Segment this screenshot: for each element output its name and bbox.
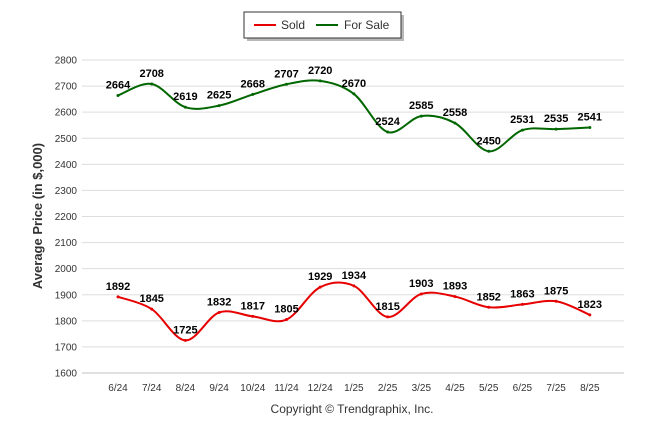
y-tick-label: 2100 <box>55 238 78 249</box>
data-point-for-sale <box>520 128 524 132</box>
x-tick-label: 4/25 <box>445 383 465 394</box>
data-label-sold: 1725 <box>173 324 197 336</box>
data-point-for-sale <box>251 92 255 96</box>
data-label-sold: 1893 <box>443 281 467 293</box>
data-point-for-sale <box>487 149 491 153</box>
data-label-sold: 1815 <box>375 301 399 313</box>
y-tick-label: 2800 <box>55 56 78 67</box>
data-label-sold: 1903 <box>409 278 433 290</box>
data-label-for-sale: 2664 <box>106 79 131 91</box>
data-point-sold <box>520 302 524 306</box>
y-tick-label: 1700 <box>55 342 78 353</box>
data-point-for-sale <box>588 126 592 130</box>
data-point-sold <box>116 295 120 299</box>
data-point-for-sale <box>116 93 120 97</box>
data-point-sold <box>419 292 423 296</box>
data-label-for-sale: 2585 <box>409 100 433 112</box>
y-tick-label: 2000 <box>55 264 78 275</box>
data-point-sold <box>588 313 592 317</box>
y-tick-label: 2400 <box>55 160 78 171</box>
data-label-for-sale: 2707 <box>274 68 298 80</box>
x-tick-label: 7/25 <box>546 383 566 394</box>
y-tick-label: 1900 <box>55 290 78 301</box>
data-point-sold <box>217 310 221 314</box>
data-point-sold <box>554 299 558 303</box>
data-label-for-sale: 2531 <box>510 114 534 126</box>
y-tick-label: 1600 <box>55 369 78 380</box>
data-label-sold: 1929 <box>308 271 332 283</box>
x-tick-label: 5/25 <box>479 383 499 394</box>
data-label-for-sale: 2558 <box>443 107 467 119</box>
data-point-sold <box>285 318 288 322</box>
data-label-sold: 1863 <box>510 288 534 300</box>
data-point-sold <box>251 314 255 318</box>
data-label-sold: 1805 <box>274 304 298 316</box>
data-point-sold <box>453 295 457 299</box>
legend: Sold For Sale <box>243 11 404 41</box>
y-tick-label: 2300 <box>55 186 78 197</box>
data-point-for-sale <box>386 130 390 134</box>
data-point-for-sale <box>183 105 187 109</box>
x-tick-label: 8/25 <box>580 383 600 394</box>
data-label-for-sale: 2619 <box>173 91 197 103</box>
data-label-for-sale: 2668 <box>241 78 265 90</box>
y-tick-label: 2700 <box>55 82 78 93</box>
copyright-credit: Copyright © Trendgraphix, Inc. <box>271 402 434 416</box>
data-label-for-sale: 2450 <box>476 135 500 147</box>
data-point-sold <box>318 285 322 289</box>
x-tick-label: 3/25 <box>412 383 432 394</box>
y-tick-label: 2200 <box>55 212 78 223</box>
data-label-for-sale: 2670 <box>342 78 366 90</box>
x-tick-label: 8/24 <box>176 383 196 394</box>
data-point-sold <box>352 284 356 288</box>
x-tick-label: 6/25 <box>513 383 533 394</box>
data-point-for-sale <box>554 127 558 131</box>
y-tick-label: 1800 <box>55 316 78 327</box>
data-point-sold <box>386 315 390 319</box>
data-label-sold: 1823 <box>578 299 602 311</box>
data-label-for-sale: 2720 <box>308 65 332 77</box>
data-label-for-sale: 2625 <box>207 90 231 102</box>
data-label-sold: 1892 <box>106 281 130 293</box>
x-tick-label: 7/24 <box>142 383 162 394</box>
data-point-sold <box>150 307 154 311</box>
data-point-for-sale <box>217 104 221 108</box>
x-tick-label: 10/24 <box>240 383 265 394</box>
y-tick-label: 2600 <box>55 108 78 119</box>
data-label-sold: 1875 <box>544 285 568 297</box>
x-tick-label: 6/24 <box>108 383 128 394</box>
data-label-sold: 1832 <box>207 296 231 308</box>
data-point-sold <box>183 338 187 342</box>
data-label-for-sale: 2541 <box>578 112 602 124</box>
data-label-for-sale: 2524 <box>375 116 400 128</box>
data-label-sold: 1817 <box>241 300 265 312</box>
data-point-sold <box>487 305 491 309</box>
data-label-for-sale: 2708 <box>139 68 163 80</box>
data-label-sold: 1845 <box>139 293 163 305</box>
y-axis-title: Average Price (in $,000) <box>30 143 45 289</box>
legend-label-sold: Sold <box>281 18 305 32</box>
data-label-sold: 1934 <box>342 270 367 282</box>
data-point-for-sale <box>150 82 154 86</box>
data-point-for-sale <box>453 121 457 125</box>
x-tick-label: 9/24 <box>209 383 229 394</box>
data-point-for-sale <box>318 79 322 83</box>
data-point-for-sale <box>419 114 423 118</box>
x-tick-label: 1/25 <box>344 383 364 394</box>
data-point-for-sale <box>285 82 288 86</box>
legend-label-for-sale: For Sale <box>344 18 390 32</box>
x-tick-label: 2/25 <box>378 383 398 394</box>
y-tick-label: 2500 <box>55 134 78 145</box>
x-tick-label: 11/24 <box>274 383 299 394</box>
data-label-sold: 1852 <box>476 291 500 303</box>
data-label-for-sale: 2535 <box>544 113 568 125</box>
data-point-for-sale <box>352 92 356 96</box>
x-tick-label: 12/24 <box>308 383 333 394</box>
